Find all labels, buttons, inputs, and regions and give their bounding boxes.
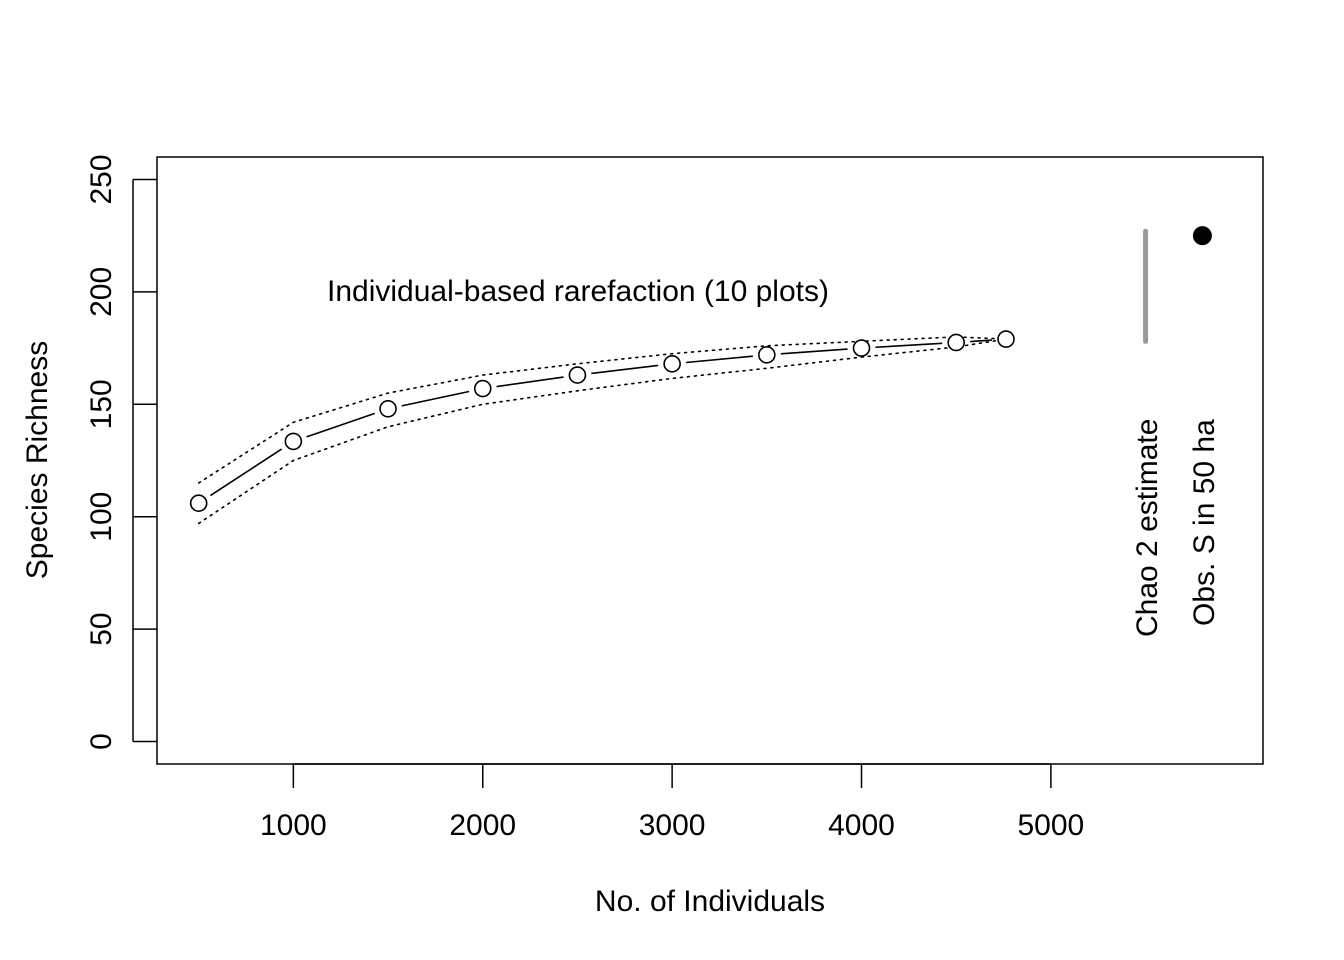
x-axis: 1000 2000 3000 4000 5000 — [260, 763, 1085, 842]
mean-point — [997, 330, 1015, 348]
y-axis-label: Species Richness — [21, 341, 54, 579]
y-tick-label: 50 — [85, 612, 118, 645]
y-tick-label: 200 — [85, 267, 118, 317]
observed-label: Obs. S in 50 ha — [1188, 419, 1221, 626]
series-layer — [189, 330, 1015, 525]
confidence-lower-line — [197, 338, 1007, 525]
mean-line-segment — [401, 390, 470, 407]
mean-line-segment — [875, 342, 943, 349]
mean-point — [189, 494, 208, 513]
x-tick-label: 1000 — [260, 809, 327, 842]
mean-point — [663, 355, 681, 373]
x-tick-label: 3000 — [639, 809, 706, 842]
mean-point — [852, 339, 871, 357]
mean-line-segment — [685, 355, 753, 364]
x-tick-label: 4000 — [828, 809, 895, 842]
x-axis-label: No. of Individuals — [595, 885, 825, 918]
mean-line-segment — [591, 364, 659, 375]
mean-line-segment — [306, 412, 376, 438]
mean-line-segment — [496, 376, 564, 388]
mean-point — [947, 333, 965, 352]
mean-point — [568, 366, 587, 384]
curve-label: Individual-based rarefaction (10 plots) — [327, 275, 829, 308]
x-tick-label: 2000 — [449, 809, 516, 842]
plot-frame — [156, 156, 1264, 765]
mean-point — [379, 399, 397, 418]
y-axis: 0 50 100 150 200 250 — [85, 154, 157, 750]
confidence-upper-line — [197, 336, 1007, 484]
mean-line-segment — [970, 339, 993, 343]
annotation-layer: Individual-based rarefaction (10 plots) … — [327, 226, 1221, 637]
y-tick-label: 0 — [85, 733, 118, 750]
y-tick-label: 150 — [85, 379, 118, 429]
chao2-label: Chao 2 estimate — [1131, 419, 1164, 637]
observed-richness-point — [1192, 226, 1212, 246]
x-tick-label: 5000 — [1018, 809, 1085, 842]
mean-point — [284, 432, 303, 451]
mean-line-segment — [780, 348, 848, 355]
mean-line-segment — [209, 448, 283, 497]
y-tick-label: 100 — [85, 492, 118, 542]
mean-point — [473, 379, 492, 398]
mean-point — [758, 346, 776, 364]
y-tick-label: 250 — [85, 154, 118, 204]
